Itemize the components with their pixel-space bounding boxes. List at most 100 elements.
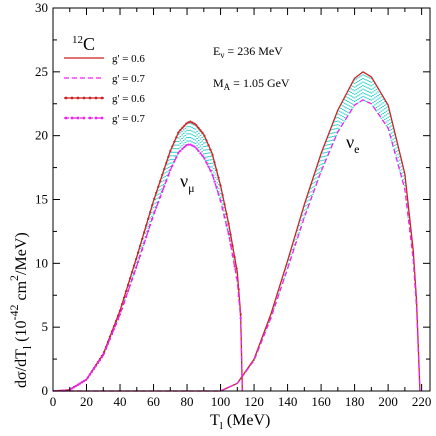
series-marker xyxy=(74,384,77,388)
series-marker xyxy=(92,367,95,370)
series-marker xyxy=(177,151,180,155)
series-marker xyxy=(159,179,162,182)
series-marker xyxy=(98,359,102,362)
x-axis-label: Tl (MeV) xyxy=(210,412,270,432)
series-marker xyxy=(195,147,198,150)
series-marker xyxy=(151,204,154,207)
series-marker xyxy=(141,248,144,251)
series-marker xyxy=(167,174,170,177)
y-axis-ticks: 0 5 10 15 20 25 30 xyxy=(35,0,430,398)
series-marker xyxy=(189,120,192,123)
series-marker xyxy=(108,337,112,341)
series-marker xyxy=(185,144,188,147)
target-label: 12C xyxy=(72,34,95,54)
legend-label-2: g' = 0.7 xyxy=(112,73,145,85)
series-marker xyxy=(227,222,230,225)
legend-marker xyxy=(64,96,68,100)
series-marker xyxy=(215,186,218,190)
series-marker xyxy=(110,332,114,336)
series-marker xyxy=(219,184,222,187)
series-marker xyxy=(132,264,136,267)
numu-sub: μ xyxy=(188,181,194,195)
series-nue-g07-line xyxy=(53,99,421,392)
series-marker xyxy=(239,313,242,316)
y-axis-label-post: /MeV) xyxy=(13,232,30,275)
series-marker xyxy=(197,149,200,152)
nue-label: νe xyxy=(346,132,359,156)
series-marker xyxy=(130,278,134,281)
series-marker xyxy=(149,210,152,214)
target-mass-number: 12 xyxy=(72,34,83,46)
series-marker xyxy=(161,190,164,193)
series-marker xyxy=(72,386,75,389)
series-marker xyxy=(193,145,196,148)
x-tick-label: 60 xyxy=(147,394,160,409)
series-marker xyxy=(207,165,210,168)
series-marker xyxy=(209,148,212,151)
series-marker xyxy=(126,283,130,286)
series-marker xyxy=(207,144,210,147)
series-marker xyxy=(193,122,196,125)
legend-marker xyxy=(64,116,68,120)
legend-marker xyxy=(88,116,92,120)
legend: g' = 0.6 g' = 0.7 g' = 0.6 g' = 0.7 xyxy=(64,53,145,125)
series-curves xyxy=(52,71,421,392)
series-marker xyxy=(112,328,116,331)
series-marker xyxy=(151,217,154,221)
series-marker xyxy=(114,323,118,326)
series-marker xyxy=(78,382,81,385)
x-tick-label: 20 xyxy=(80,394,93,409)
series-marker xyxy=(137,251,140,254)
x-tick-label: 100 xyxy=(211,394,231,409)
y-axis-label-sub: l xyxy=(20,345,34,349)
series-marker xyxy=(199,152,202,155)
series-marker xyxy=(171,164,174,167)
series-marker xyxy=(122,296,126,299)
series-marker xyxy=(225,224,228,227)
series-marker xyxy=(118,313,122,316)
series-marker xyxy=(165,179,168,182)
y-tick-label: 30 xyxy=(35,0,48,15)
numu-label: νμ xyxy=(180,171,195,195)
series-marker xyxy=(229,243,232,246)
series-marker xyxy=(239,317,242,320)
series-marker xyxy=(86,376,89,379)
series-marker xyxy=(124,290,128,293)
x-tick-label: 40 xyxy=(114,394,127,409)
series-marker xyxy=(135,257,138,261)
series-marker xyxy=(201,131,204,134)
x-axis-label-unit: (MeV) xyxy=(223,412,271,429)
series-marker xyxy=(231,254,234,257)
series-marker xyxy=(116,318,120,321)
series-marker xyxy=(102,352,106,355)
legend-marker xyxy=(76,96,80,100)
series-marker xyxy=(181,147,184,150)
y-axis-label-mid: (10 xyxy=(13,320,30,345)
mass-annotation: MA = 1.05 GeV xyxy=(213,76,290,92)
series-marker xyxy=(175,136,178,139)
series-marker xyxy=(167,155,170,159)
x-tick-label: 200 xyxy=(378,394,398,409)
series-marker xyxy=(177,131,180,134)
series-marker xyxy=(147,217,150,220)
series-marker xyxy=(183,145,186,149)
series-marker xyxy=(169,169,172,172)
legend-marker xyxy=(88,96,92,100)
series-marker xyxy=(205,139,208,142)
series-marker xyxy=(199,129,202,132)
x-tick-label: 80 xyxy=(181,394,194,409)
series-marker xyxy=(223,216,226,219)
series-marker xyxy=(185,122,188,125)
legend-swatch-4-markers xyxy=(64,116,104,120)
series-marker xyxy=(143,242,146,245)
series-marker xyxy=(143,231,146,234)
series-marker xyxy=(161,173,164,176)
series-marker xyxy=(171,145,174,148)
x-tick-label: 120 xyxy=(244,394,264,409)
series-marker xyxy=(108,335,112,338)
x-axis-label-main: T xyxy=(210,412,220,429)
series-marker xyxy=(211,173,214,177)
series-marker xyxy=(120,303,124,306)
energy-symbol: E xyxy=(213,44,220,58)
legend-marker xyxy=(94,116,98,120)
